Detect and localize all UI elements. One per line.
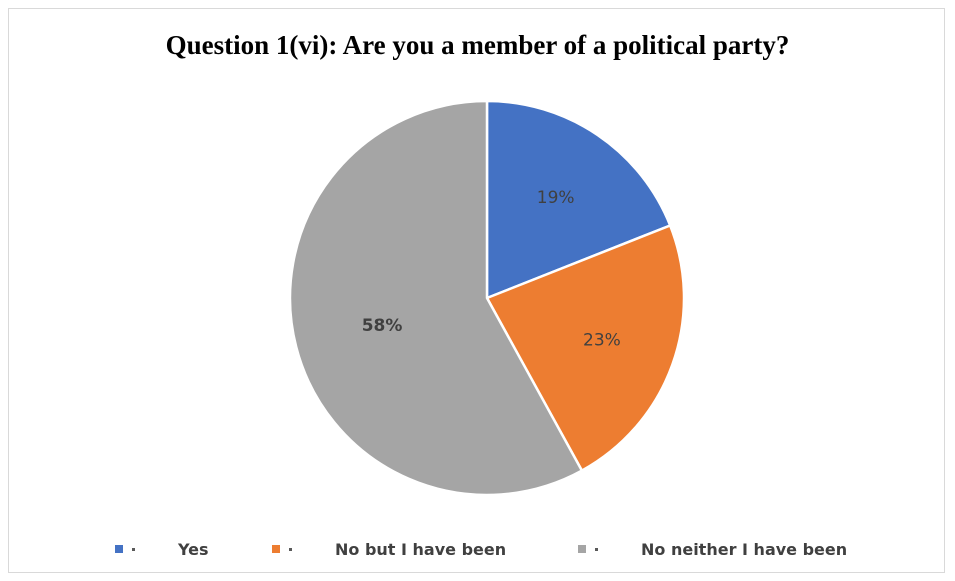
pie-slice-no-neither-i-have-been: [288, 99, 584, 497]
chart-title: Question 1(vi): Are you a member of a po…: [165, 30, 790, 60]
data-label-no-neither-i-have-been: 58%: [362, 316, 403, 336]
pie-slice-yes: [485, 99, 672, 300]
legend-dot-icon: [289, 547, 292, 551]
pie-slice-no-but-i-have-been: [485, 224, 686, 472]
pie-slice-labels: 19% 23% 58%: [362, 188, 621, 350]
data-label-yes: 19%: [537, 188, 575, 208]
legend: Yes No but I have been No neither I have…: [0, 534, 955, 564]
legend-item-no-neither-i-have-been: No neither I have been: [578, 534, 847, 564]
legend-label-no-neither-i-have-been: No neither I have been: [641, 539, 848, 559]
legend-swatch-yes: [115, 545, 123, 553]
legend-label-yes: Yes: [178, 539, 209, 559]
legend-item-yes: Yes: [115, 534, 209, 564]
legend-dot-icon: [595, 547, 598, 551]
data-label-no-but-i-have-been: 23%: [583, 330, 621, 350]
legend-dot-icon: [132, 547, 135, 551]
legend-swatch-no-but-i-have-been: [272, 545, 280, 553]
legend-swatch-no-neither-i-have-been: [578, 545, 586, 553]
legend-item-no-but-i-have-been: No but I have been: [272, 534, 506, 564]
pie-slices: [288, 99, 686, 497]
legend-label-no-but-i-have-been: No but I have been: [335, 539, 507, 559]
